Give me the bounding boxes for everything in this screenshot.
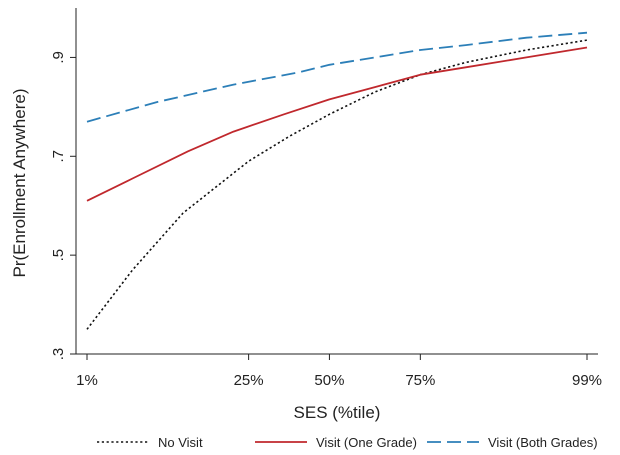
- plot-area: .3 .5 .7 .9 1% 25% 50% 75% 99%: [50, 8, 602, 389]
- x-tick-label: 50%: [314, 372, 344, 389]
- series-lines: [86, 31, 588, 330]
- x-tick-label: 25%: [234, 372, 264, 389]
- y-tick-label: .5: [50, 249, 67, 262]
- legend-label-3: Visit (Both Grades): [488, 435, 598, 450]
- legend: No Visit Visit (One Grade) Visit (Both Gra…: [97, 435, 598, 450]
- x-tick-label: 1%: [76, 372, 98, 389]
- x-axis-title: SES (%tile): [294, 403, 381, 422]
- y-ticks: .3 .5 .7 .9: [50, 51, 76, 360]
- y-tick-label: .9: [50, 51, 67, 64]
- y-axis-title: Pr(Enrollment Anywhere): [10, 89, 29, 278]
- series-line-1: [86, 39, 588, 330]
- y-tick-label: .3: [50, 348, 67, 361]
- series-line-2: [86, 46, 588, 202]
- legend-label-1: No Visit: [158, 435, 203, 450]
- series-line-3: [86, 31, 588, 123]
- x-tick-label: 75%: [405, 372, 435, 389]
- x-ticks: 1% 25% 50% 75% 99%: [76, 354, 602, 389]
- legend-label-2: Visit (One Grade): [316, 435, 417, 450]
- x-tick-label: 99%: [572, 372, 602, 389]
- y-tick-label: .7: [50, 150, 67, 163]
